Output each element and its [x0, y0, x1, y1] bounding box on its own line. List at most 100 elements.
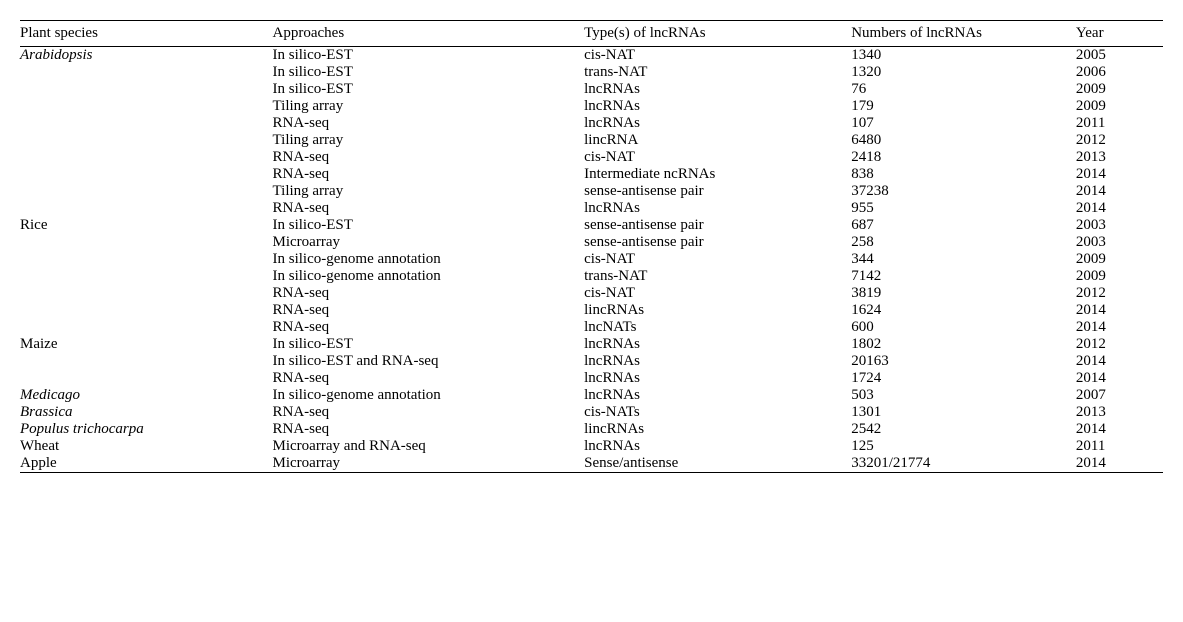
cell-species	[20, 370, 273, 387]
cell-type: cis-NAT	[584, 47, 851, 65]
table-row: In silico-ESTlncRNAs762009	[20, 81, 1163, 98]
cell-year: 2009	[1076, 251, 1163, 268]
cell-year: 2014	[1076, 421, 1163, 438]
cell-approach: RNA-seq	[273, 404, 585, 421]
cell-number: 503	[851, 387, 1076, 404]
cell-species: Maize	[20, 336, 273, 353]
cell-number: 125	[851, 438, 1076, 455]
cell-year: 2009	[1076, 81, 1163, 98]
cell-year: 2014	[1076, 353, 1163, 370]
cell-type: lncRNAs	[584, 353, 851, 370]
table-row: Tiling arraysense-antisense pair37238201…	[20, 183, 1163, 200]
cell-species	[20, 115, 273, 132]
cell-approach: In silico-EST	[273, 217, 585, 234]
cell-number: 838	[851, 166, 1076, 183]
cell-approach: RNA-seq	[273, 421, 585, 438]
cell-approach: In silico-EST	[273, 64, 585, 81]
table-row: RNA-seqlncNATs6002014	[20, 319, 1163, 336]
cell-approach: RNA-seq	[273, 200, 585, 217]
cell-year: 2005	[1076, 47, 1163, 65]
cell-number: 344	[851, 251, 1076, 268]
cell-number: 955	[851, 200, 1076, 217]
table-row: Microarraysense-antisense pair2582003	[20, 234, 1163, 251]
cell-approach: In silico-genome annotation	[273, 251, 585, 268]
table-row: RiceIn silico-ESTsense-antisense pair687…	[20, 217, 1163, 234]
cell-number: 258	[851, 234, 1076, 251]
cell-species: Apple	[20, 455, 273, 473]
cell-approach: RNA-seq	[273, 302, 585, 319]
cell-type: sense-antisense pair	[584, 234, 851, 251]
cell-type: lncRNAs	[584, 115, 851, 132]
cell-type: sense-antisense pair	[584, 217, 851, 234]
col-header-approach: Approaches	[273, 21, 585, 47]
cell-species: Rice	[20, 217, 273, 234]
cell-year: 2013	[1076, 404, 1163, 421]
cell-species	[20, 302, 273, 319]
cell-year: 2003	[1076, 217, 1163, 234]
cell-species	[20, 234, 273, 251]
cell-type: sense-antisense pair	[584, 183, 851, 200]
cell-number: 7142	[851, 268, 1076, 285]
table-row: In silico-genome annotationcis-NAT344200…	[20, 251, 1163, 268]
table-row: Tiling arraylncRNAs1792009	[20, 98, 1163, 115]
cell-species	[20, 200, 273, 217]
table-row: Tiling arraylincRNA64802012	[20, 132, 1163, 149]
cell-year: 2009	[1076, 268, 1163, 285]
col-header-species: Plant species	[20, 21, 273, 47]
cell-species: Medicago	[20, 387, 273, 404]
cell-species	[20, 149, 273, 166]
cell-approach: In silico-EST	[273, 81, 585, 98]
cell-species	[20, 166, 273, 183]
cell-year: 2012	[1076, 285, 1163, 302]
cell-type: lncRNAs	[584, 387, 851, 404]
cell-number: 33201/21774	[851, 455, 1076, 473]
cell-year: 2012	[1076, 336, 1163, 353]
cell-number: 37238	[851, 183, 1076, 200]
cell-type: lncRNAs	[584, 438, 851, 455]
cell-number: 179	[851, 98, 1076, 115]
cell-number: 1340	[851, 47, 1076, 65]
cell-type: cis-NATs	[584, 404, 851, 421]
cell-species: Wheat	[20, 438, 273, 455]
cell-year: 2006	[1076, 64, 1163, 81]
cell-year: 2013	[1076, 149, 1163, 166]
cell-species: Brassica	[20, 404, 273, 421]
table-row: WheatMicroarray and RNA-seqlncRNAs125201…	[20, 438, 1163, 455]
cell-year: 2014	[1076, 200, 1163, 217]
cell-approach: Tiling array	[273, 98, 585, 115]
cell-approach: Tiling array	[273, 132, 585, 149]
cell-year: 2003	[1076, 234, 1163, 251]
cell-year: 2014	[1076, 183, 1163, 200]
cell-approach: In silico-genome annotation	[273, 268, 585, 285]
cell-year: 2014	[1076, 166, 1163, 183]
table-row: RNA-seqlncRNAs9552014	[20, 200, 1163, 217]
cell-year: 2014	[1076, 302, 1163, 319]
cell-year: 2011	[1076, 115, 1163, 132]
cell-type: trans-NAT	[584, 268, 851, 285]
cell-year: 2014	[1076, 455, 1163, 473]
table-row: RNA-seqlncRNAs1072011	[20, 115, 1163, 132]
table-row: In silico-ESTtrans-NAT13202006	[20, 64, 1163, 81]
table-row: RNA-seqIntermediate ncRNAs8382014	[20, 166, 1163, 183]
cell-approach: Microarray	[273, 455, 585, 473]
col-header-type: Type(s) of lncRNAs	[584, 21, 851, 47]
cell-approach: RNA-seq	[273, 166, 585, 183]
cell-approach: Tiling array	[273, 183, 585, 200]
cell-approach: Microarray and RNA-seq	[273, 438, 585, 455]
cell-approach: In silico-genome annotation	[273, 387, 585, 404]
cell-species	[20, 319, 273, 336]
cell-species: Populus trichocarpa	[20, 421, 273, 438]
cell-type: lncNATs	[584, 319, 851, 336]
cell-number: 3819	[851, 285, 1076, 302]
cell-approach: RNA-seq	[273, 115, 585, 132]
cell-number: 76	[851, 81, 1076, 98]
table-row: RNA-seqcis-NAT38192012	[20, 285, 1163, 302]
cell-type: lncRNAs	[584, 98, 851, 115]
cell-number: 1724	[851, 370, 1076, 387]
cell-type: lincRNA	[584, 132, 851, 149]
table-row: AppleMicroarraySense/antisense33201/2177…	[20, 455, 1163, 473]
table-row: RNA-seqlncRNAs17242014	[20, 370, 1163, 387]
col-header-year: Year	[1076, 21, 1163, 47]
cell-type: lincRNAs	[584, 302, 851, 319]
cell-approach: In silico-EST	[273, 336, 585, 353]
